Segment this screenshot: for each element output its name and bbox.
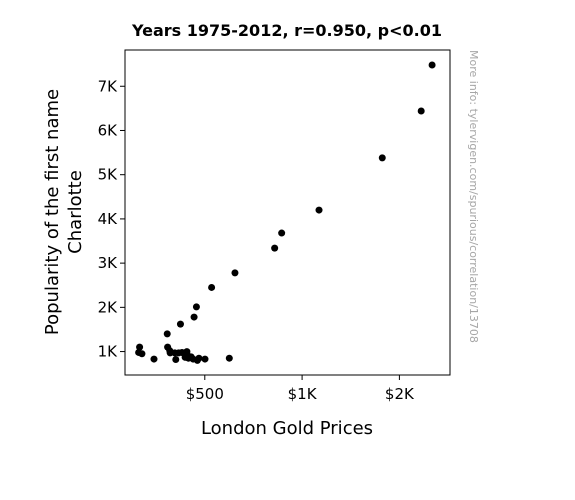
x-axis: $500 $1K $2K: [186, 375, 415, 403]
data-point: [278, 229, 286, 237]
y-tick-label: 5K: [98, 166, 119, 184]
data-point: [190, 313, 198, 321]
data-point: [150, 355, 158, 363]
data-point: [192, 303, 200, 311]
plot-area: [124, 49, 451, 376]
data-point: [378, 154, 386, 162]
x-tick-label: $1K: [288, 385, 318, 403]
y-axis-label-line-1: Popularity of the first name: [42, 89, 63, 335]
y-tick-label: 3K: [98, 254, 119, 272]
y-axis-label: Popularity of the first name Charlotte: [42, 89, 86, 335]
data-point: [315, 206, 323, 214]
y-axis-label-line-2: Charlotte: [65, 170, 86, 254]
data-point: [136, 343, 144, 351]
y-tick-label: 4K: [98, 210, 119, 228]
chart-title: Years 1975-2012, r=0.950, p<0.01: [131, 21, 442, 40]
data-point: [163, 330, 171, 338]
data-point: [195, 354, 203, 362]
y-tick-label: 6K: [98, 121, 119, 139]
data-point: [225, 354, 233, 362]
x-axis-label: London Gold Prices: [201, 418, 373, 439]
data-point: [138, 350, 146, 358]
data-point: [172, 356, 180, 364]
y-tick-label: 2K: [98, 298, 119, 316]
data-points: [135, 61, 436, 364]
data-point: [231, 269, 239, 277]
data-point: [428, 61, 436, 69]
x-tick-label: $2K: [385, 385, 415, 403]
data-point: [417, 107, 425, 115]
y-tick-label: 1K: [98, 343, 119, 361]
y-axis: 1K 2K 3K 4K 5K 6K 7K: [98, 77, 125, 361]
x-tick-label: $500: [186, 385, 224, 403]
data-point: [208, 283, 216, 291]
data-point: [271, 244, 279, 252]
data-point: [176, 320, 184, 328]
watermark: More info: tylervigen.com/spurious/corre…: [467, 50, 480, 343]
data-point: [201, 355, 209, 363]
y-tick-label: 7K: [98, 77, 119, 95]
